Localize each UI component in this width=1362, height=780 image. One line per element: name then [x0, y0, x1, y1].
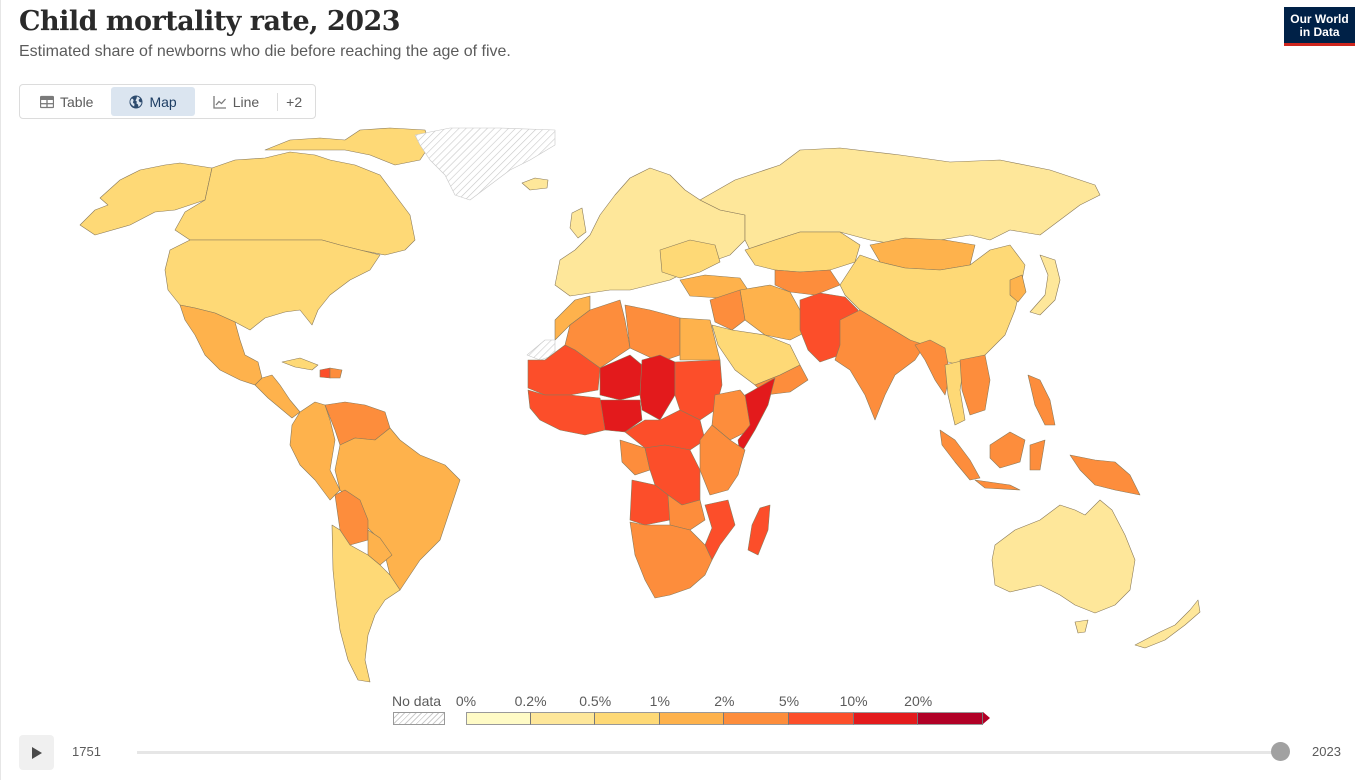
- timeline-handle[interactable]: [1271, 742, 1290, 761]
- region-myanmar-bangladesh[interactable]: [914, 339, 951, 396]
- region-central-america[interactable]: [254, 374, 301, 419]
- globe-icon: [129, 95, 143, 108]
- play-icon: [31, 746, 42, 759]
- play-button[interactable]: [19, 735, 54, 770]
- region-paraguay[interactable]: [367, 529, 393, 566]
- timeline-track[interactable]: [137, 751, 1281, 754]
- tab-divider: [277, 92, 279, 111]
- legend-tick: 1%: [649, 693, 670, 709]
- region-west-africa-coast[interactable]: [527, 389, 606, 436]
- line-chart-icon: [213, 95, 226, 109]
- region-canada[interactable]: [174, 151, 416, 256]
- legend-tick: 10%: [839, 693, 868, 709]
- legend-tick: 20%: [904, 693, 933, 709]
- timeline-start-year: 1751: [72, 744, 101, 759]
- legend-arrow-icon: [982, 712, 990, 724]
- legend-bin[interactable]: [530, 712, 596, 725]
- timeline: 1751 2023: [0, 735, 1362, 775]
- region-argentina-chile[interactable]: [331, 524, 401, 683]
- region-central-asia[interactable]: [774, 269, 841, 296]
- region-papua-new-guinea[interactable]: [1069, 454, 1141, 496]
- region-madagascar[interactable]: [747, 504, 771, 556]
- region-sumatra[interactable]: [939, 429, 981, 481]
- region-alaska[interactable]: [79, 162, 213, 236]
- region-tasmania[interactable]: [1074, 619, 1089, 634]
- legend-bin[interactable]: [918, 712, 983, 725]
- legend-color-bins: [466, 712, 990, 725]
- region-united-states[interactable]: [164, 239, 381, 331]
- tab-label: +2: [286, 93, 303, 110]
- view-tabs: Table Map Line +2: [19, 84, 316, 119]
- region-mozambique[interactable]: [704, 499, 736, 561]
- region-sudan[interactable]: [674, 359, 723, 421]
- region-russia[interactable]: [699, 147, 1101, 251]
- region-borneo[interactable]: [989, 431, 1026, 469]
- region-uk[interactable]: [569, 207, 587, 239]
- region-korea[interactable]: [1009, 274, 1027, 303]
- region-new-zealand[interactable]: [1134, 599, 1201, 649]
- tab-more[interactable]: +2: [278, 87, 310, 116]
- world-map[interactable]: [0, 120, 1362, 690]
- tab-label: Table: [60, 93, 94, 110]
- region-iceland[interactable]: [521, 177, 549, 191]
- legend-tick: 0.5%: [579, 693, 612, 709]
- region-libya-egypt[interactable]: [624, 304, 681, 363]
- region-egypt[interactable]: [679, 317, 721, 361]
- region-iraq-syria[interactable]: [709, 289, 746, 331]
- region-australia[interactable]: [991, 499, 1136, 614]
- region-somalia[interactable]: [737, 377, 776, 456]
- no-data-swatch: [393, 712, 445, 725]
- legend-bin[interactable]: [595, 712, 660, 725]
- legend-bin[interactable]: [466, 712, 531, 725]
- timeline-end-year: 2023: [1312, 744, 1341, 759]
- region-mali-mauritania[interactable]: [527, 344, 601, 396]
- logo-line-2: in Data: [1299, 25, 1340, 39]
- chart-subtitle: Estimated share of newborns who die befo…: [19, 43, 511, 60]
- chart-title: Child mortality rate, 2023: [19, 6, 401, 37]
- tab-label: Map: [149, 93, 177, 110]
- tab-table[interactable]: Table: [22, 87, 111, 116]
- legend-tick: 0.2%: [514, 693, 547, 709]
- region-india[interactable]: [834, 309, 926, 421]
- region-haiti[interactable]: [319, 367, 331, 379]
- region-philippines[interactable]: [1027, 374, 1056, 426]
- tab-map[interactable]: Map: [111, 87, 195, 116]
- region-western-sahara[interactable]: [526, 339, 556, 361]
- region-chad[interactable]: [639, 354, 676, 421]
- region-southern-africa[interactable]: [629, 521, 713, 599]
- region-sulawesi[interactable]: [1029, 439, 1046, 471]
- region-greenland[interactable]: [414, 127, 556, 201]
- tab-label: Line: [232, 93, 260, 110]
- table-icon: [40, 95, 54, 108]
- legend-bin[interactable]: [659, 712, 725, 725]
- legend-tick: 5%: [778, 693, 800, 709]
- legend-bin[interactable]: [853, 712, 919, 725]
- no-data-label: No data: [392, 693, 442, 709]
- legend-tick: 2%: [714, 693, 735, 709]
- legend-bin[interactable]: [788, 712, 854, 725]
- logo-line-1: Our World: [1290, 12, 1349, 26]
- region-cuba[interactable]: [281, 357, 319, 371]
- region-java[interactable]: [974, 479, 1021, 491]
- region-eastern-europe[interactable]: [659, 239, 721, 279]
- legend-bin[interactable]: [724, 712, 789, 725]
- tab-line[interactable]: Line: [195, 87, 277, 116]
- owid-logo[interactable]: Our World in Data: [1284, 7, 1355, 46]
- page-border: [0, 0, 1, 780]
- region-vietnam-laos-cambodia[interactable]: [959, 354, 991, 416]
- region-dominican-republic[interactable]: [329, 367, 343, 379]
- legend-tick: 0%: [455, 693, 477, 709]
- map-legend: No data 0% 0.2% 0.5% 1% 2% 5% 10% 20%: [390, 692, 990, 732]
- region-japan[interactable]: [1029, 254, 1061, 316]
- region-gabon-congo[interactable]: [619, 439, 651, 476]
- region-east-africa[interactable]: [699, 424, 746, 496]
- region-china[interactable]: [839, 244, 1026, 366]
